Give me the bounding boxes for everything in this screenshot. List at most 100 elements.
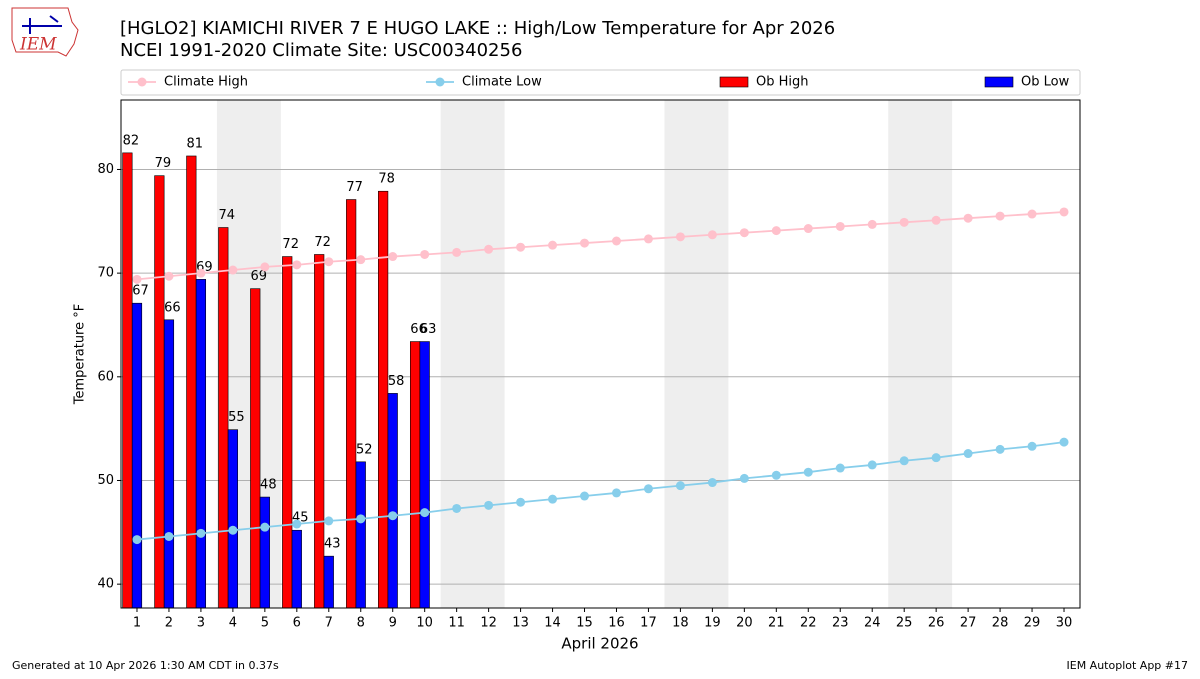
line-point	[420, 508, 430, 518]
x-tick-label: 24	[864, 616, 881, 631]
x-tick-label: 20	[736, 616, 753, 631]
bar	[314, 254, 325, 609]
bar	[250, 288, 261, 609]
line-point	[548, 240, 558, 250]
x-tick-label: 9	[389, 616, 397, 631]
line-point	[707, 230, 717, 240]
x-tick-label: 27	[960, 616, 977, 631]
line-point	[899, 217, 909, 227]
bar-label: 81	[187, 136, 204, 151]
line-point	[835, 221, 845, 231]
line-point	[164, 531, 174, 541]
x-tick-label: 30	[1056, 616, 1073, 631]
plot-frame	[120, 99, 1081, 609]
chart-title: [HGLO2] KIAMICHI RIVER 7 E HUGO LAKE :: …	[120, 18, 835, 39]
bar-label: 72	[314, 235, 331, 250]
line-point	[580, 238, 590, 248]
bar	[291, 529, 302, 609]
line-point	[835, 463, 845, 473]
bar	[259, 496, 270, 609]
x-tick-label: 6	[293, 616, 301, 631]
line-point	[995, 211, 1005, 221]
x-tick-label: 25	[896, 616, 913, 631]
legend-label: Ob Low	[1021, 75, 1070, 90]
bar-label: 43	[324, 537, 341, 552]
line-point	[196, 528, 206, 538]
footer-right: IEM Autoplot App #17	[1067, 659, 1189, 672]
line-point	[164, 271, 174, 281]
x-tick-label: 23	[832, 616, 849, 631]
legend-swatch	[719, 76, 749, 88]
x-tick-label: 16	[608, 616, 625, 631]
bar-label: 52	[356, 442, 373, 457]
bar	[186, 155, 197, 609]
x-tick-label: 21	[768, 616, 785, 631]
line-point	[803, 467, 813, 477]
bar	[387, 393, 398, 609]
line-point	[931, 453, 941, 463]
line-point	[484, 500, 494, 510]
x-tick-label: 12	[480, 616, 497, 631]
line-point	[388, 252, 398, 262]
line-point	[707, 478, 717, 488]
line-point	[548, 494, 558, 504]
line-point	[420, 249, 430, 259]
legend-label: Climate High	[164, 75, 248, 90]
line-point	[356, 255, 366, 265]
legend-box	[120, 69, 1081, 96]
line-point	[771, 226, 781, 236]
line	[136, 441, 1065, 541]
footer-left: Generated at 10 Apr 2026 1:30 AM CDT in …	[12, 659, 279, 672]
x-tick-label: 29	[1024, 616, 1041, 631]
bar-label: 66	[164, 300, 181, 315]
bar	[131, 302, 143, 609]
bar-label: 67	[132, 284, 149, 299]
line-point	[739, 473, 749, 483]
bar-label: 78	[378, 172, 395, 187]
y-tick-label: 70	[97, 266, 114, 281]
line-point	[739, 228, 749, 238]
y-tick-label: 50	[97, 473, 114, 488]
bar-label: 55	[228, 410, 245, 425]
line-point	[580, 491, 590, 501]
x-tick-label: 22	[800, 616, 817, 631]
logo-text: IEM	[19, 35, 57, 55]
bar	[378, 190, 389, 609]
line-point	[931, 215, 941, 225]
x-tick-label: 7	[325, 616, 333, 631]
line-point	[228, 265, 238, 275]
x-tick-label: 5	[261, 616, 269, 631]
x-tick-label: 11	[448, 616, 465, 631]
bar	[154, 175, 165, 609]
bar-label: 74	[218, 208, 235, 223]
line-point	[452, 247, 462, 257]
legend-swatch	[984, 76, 1014, 88]
bar	[419, 341, 430, 609]
line-point	[643, 234, 653, 244]
line-point	[675, 481, 685, 491]
bar	[227, 429, 238, 609]
x-tick-label: 2	[165, 616, 173, 631]
bar	[409, 341, 421, 609]
line	[136, 211, 1065, 281]
x-tick-label: 15	[576, 616, 593, 631]
x-tick-label: 14	[544, 616, 561, 631]
bar-label: 66	[410, 322, 427, 337]
x-tick-label: 3	[197, 616, 205, 631]
bar-label: 72	[282, 237, 299, 252]
bar	[195, 279, 207, 609]
line-point	[260, 262, 270, 272]
line-point	[516, 497, 526, 507]
line-point	[963, 449, 973, 459]
bar-label: 79	[155, 156, 172, 171]
x-tick-label: 4	[229, 616, 237, 631]
bar-label: 58	[388, 374, 405, 389]
line-point	[643, 484, 653, 494]
line-point	[1027, 441, 1037, 451]
logo: IEM	[11, 7, 79, 57]
x-tick-label: 19	[704, 616, 721, 631]
line-point	[196, 268, 206, 278]
legend-label: Climate Low	[462, 75, 542, 90]
line-point	[484, 244, 494, 254]
